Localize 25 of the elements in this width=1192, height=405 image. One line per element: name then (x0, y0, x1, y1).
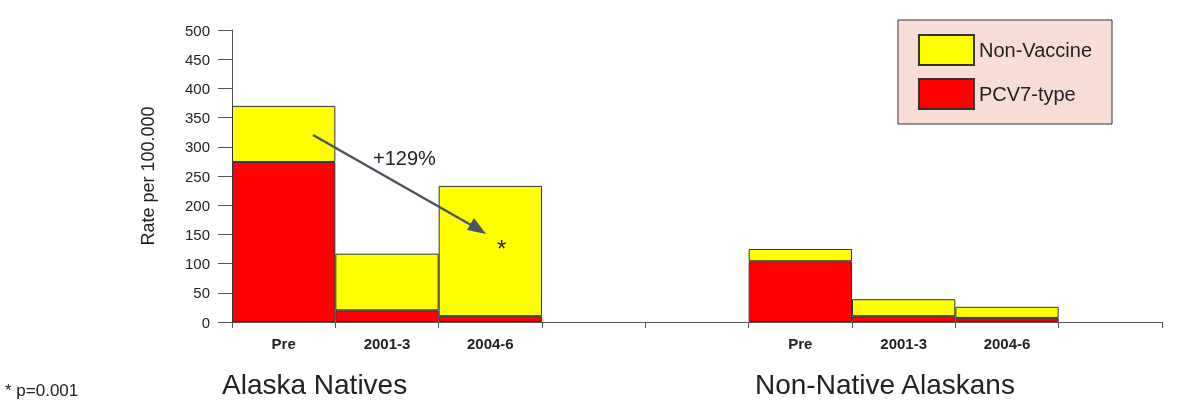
y-tick-label: 100 (184, 255, 210, 273)
x-tick-label: Pre (788, 335, 813, 352)
y-tick-label: 250 (184, 167, 210, 185)
y-tick-label: 50 (193, 284, 210, 302)
y-tick-label: 400 (184, 79, 210, 97)
y-axis-title: Rate per 100.000 (138, 106, 158, 246)
y-tick-label: 300 (184, 138, 210, 156)
annotation: * (497, 234, 507, 262)
y-tick-label: 350 (184, 109, 210, 127)
text: Non-Native Alaskans (755, 368, 1015, 400)
x-tick-label: 2001-3 (880, 335, 928, 352)
y-tick-label: 0 (201, 313, 210, 331)
legend-label: Non-Vaccine (978, 39, 1093, 61)
y-tick-label: 150 (184, 225, 210, 243)
legend-label: PCV7-type (978, 83, 1076, 105)
text: Alaska Natives (222, 368, 408, 400)
text: * p=0.001 (5, 381, 79, 400)
x-tick-label: 2004-6 (983, 335, 1031, 352)
x-tick-label: Pre (271, 335, 296, 352)
y-tick-label: 500 (184, 21, 210, 39)
x-tick-label: 2004-6 (466, 335, 514, 352)
x-tick-label: 2001-3 (363, 335, 411, 352)
y-tick-label: 200 (184, 196, 210, 214)
annotation: +129% (373, 147, 437, 169)
y-tick-label: 450 (184, 50, 210, 68)
